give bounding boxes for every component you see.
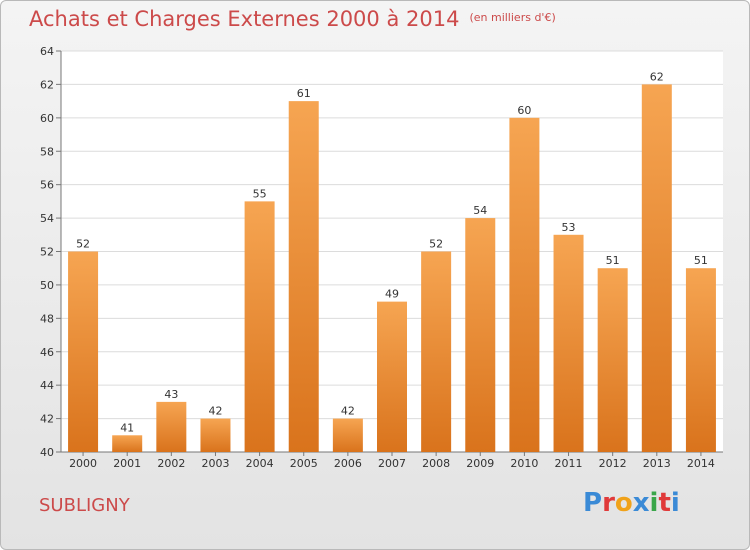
y-tick-label: 58: [40, 145, 54, 158]
bar: [68, 251, 99, 452]
bar: [112, 435, 143, 452]
logo-letter: t: [658, 488, 671, 518]
logo-letter: P: [583, 488, 603, 518]
bar-value-label: 52: [429, 238, 443, 251]
bar: [509, 117, 540, 452]
y-tick-label: 40: [40, 446, 54, 459]
x-tick-label: 2004: [246, 457, 274, 470]
y-tick-label: 62: [40, 78, 54, 91]
x-tick-label: 2011: [555, 457, 583, 470]
bar: [244, 201, 275, 452]
y-tick-label: 52: [40, 246, 54, 259]
bar: [377, 301, 407, 452]
bar: [332, 418, 363, 452]
bar: [200, 418, 231, 452]
bar-value-label: 42: [341, 405, 355, 418]
logo-letter: o: [614, 488, 633, 518]
x-tick-label: 2010: [510, 457, 538, 470]
logo-letter: r: [602, 488, 615, 518]
y-tick-label: 46: [40, 346, 54, 359]
bar-value-label: 43: [164, 388, 178, 401]
town-name: SUBLIGNY: [39, 495, 130, 516]
chart-unit: (en milliers d'€): [469, 11, 556, 24]
x-tick-label: 2012: [599, 457, 627, 470]
y-tick-label: 50: [40, 279, 54, 292]
x-tick-label: 2009: [466, 457, 494, 470]
y-tick-label: 48: [40, 312, 54, 325]
bar-value-label: 41: [120, 421, 134, 434]
bar-value-label: 52: [76, 238, 90, 251]
bar-value-label: 61: [297, 87, 311, 100]
bar: [641, 84, 672, 453]
bar-value-label: 54: [473, 204, 487, 217]
bar-value-label: 53: [562, 221, 576, 234]
x-tick-label: 2002: [157, 457, 185, 470]
y-tick-label: 44: [40, 379, 54, 392]
x-tick-label: 2008: [422, 457, 450, 470]
y-tick-label: 54: [40, 212, 54, 225]
bar-value-label: 62: [650, 70, 664, 83]
logo-letter: x: [632, 488, 650, 518]
x-tick-label: 2000: [69, 457, 97, 470]
bar: [597, 268, 628, 452]
logo-letter: i: [670, 488, 680, 518]
x-tick-label: 2001: [113, 457, 141, 470]
bar-value-label: 42: [208, 405, 222, 418]
x-tick-label: 2013: [643, 457, 671, 470]
x-tick-label: 2014: [687, 457, 715, 470]
bar: [156, 401, 187, 452]
bar-value-label: 55: [253, 187, 267, 200]
bar: [421, 251, 452, 452]
proxiti-logo: Proxiti: [583, 488, 680, 518]
logo-letter: i: [649, 488, 659, 518]
x-tick-label: 2005: [290, 457, 318, 470]
bar-value-label: 60: [517, 104, 531, 117]
chart-title: Achats et Charges Externes 2000 à 2014 (e…: [29, 7, 556, 31]
y-tick-label: 64: [40, 45, 54, 58]
y-tick-label: 60: [40, 112, 54, 125]
bar: [288, 101, 319, 452]
x-tick-label: 2003: [201, 457, 229, 470]
x-tick-label: 2007: [378, 457, 406, 470]
bar: [553, 234, 584, 452]
bar-value-label: 51: [606, 254, 620, 267]
x-tick-label: 2006: [334, 457, 362, 470]
bar-value-label: 51: [694, 254, 708, 267]
bar: [685, 268, 716, 452]
y-tick-label: 56: [40, 179, 54, 192]
bar: [465, 218, 496, 452]
bar-value-label: 49: [385, 288, 399, 301]
y-tick-label: 42: [40, 413, 54, 426]
chart-title-text: Achats et Charges Externes 2000 à 2014: [29, 7, 460, 31]
